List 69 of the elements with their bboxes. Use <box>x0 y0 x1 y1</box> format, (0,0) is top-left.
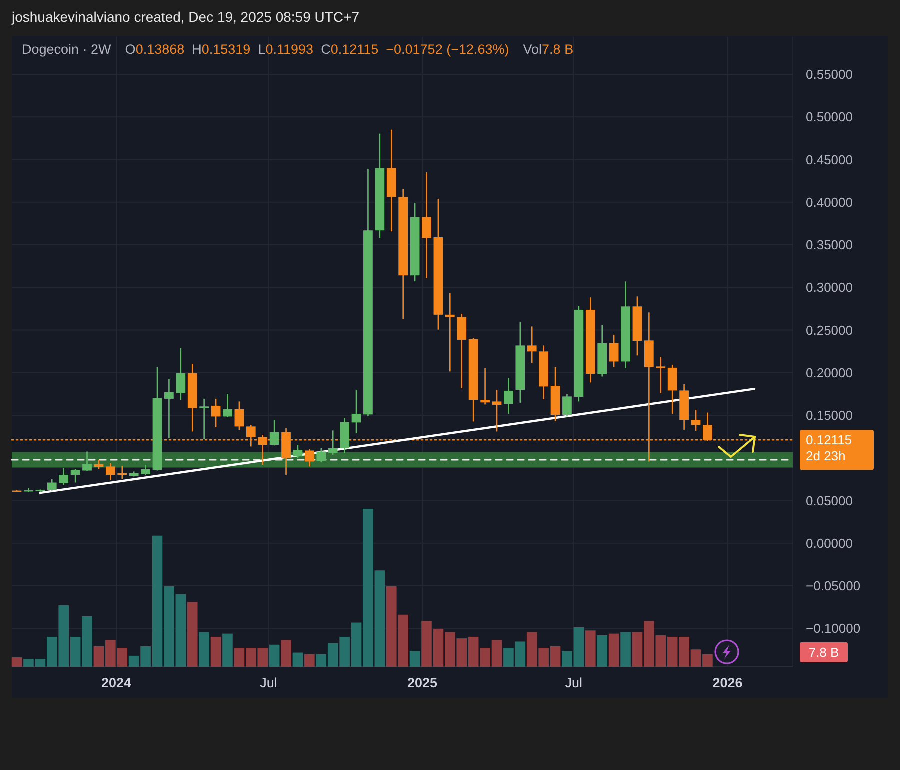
candlestick <box>480 368 490 406</box>
bar <box>410 651 420 667</box>
x-tick-label: Jul <box>565 676 583 690</box>
bar <box>269 644 280 667</box>
x-tick-label: Jul <box>260 676 278 690</box>
text: O0.13868 H0.15319 L0.11993 C0.12115 −0.01752 (−12.63%) <box>125 42 510 56</box>
candlestick <box>656 356 666 394</box>
bar <box>222 634 233 667</box>
candlestick <box>352 389 362 434</box>
candlestick <box>270 419 280 446</box>
bar <box>620 632 631 667</box>
candlestick <box>422 172 432 279</box>
candlestick <box>59 468 69 486</box>
candlestick <box>691 409 701 432</box>
bar <box>597 635 608 667</box>
x-tick-label: 2026 <box>712 676 744 690</box>
x-tick-label: 2025 <box>408 676 438 690</box>
x-tick-label: 2024 <box>102 676 132 690</box>
candlestick <box>316 448 326 464</box>
y-tick-label: 0.50000 <box>806 110 853 125</box>
y-tick-label: 0.55000 <box>806 67 853 82</box>
candlestick <box>234 401 244 431</box>
candlestick <box>94 459 104 470</box>
text: joshuakevinalviano created, Dec 19, 2025 08:59 UTC+7 <box>11 9 360 25</box>
bar <box>12 658 22 667</box>
chart-title: Vol7.8 B <box>523 42 574 56</box>
candlestick <box>176 348 186 401</box>
bar <box>292 652 304 667</box>
candlestick <box>562 394 572 418</box>
candlestick <box>293 444 303 459</box>
bar <box>304 654 315 667</box>
candlestick <box>200 398 210 440</box>
bar <box>187 602 198 667</box>
y-tick-label: 0.05000 <box>806 493 853 508</box>
bar <box>210 636 222 667</box>
y-tick-label: −0.10000 <box>806 621 861 636</box>
candlestick <box>164 378 174 440</box>
y-tick-label: 0.15000 <box>806 408 853 424</box>
candlestick <box>106 462 116 481</box>
candlestick <box>82 451 92 472</box>
candlestick <box>70 468 80 484</box>
y-tick-label: −0.05000 <box>806 578 861 594</box>
candlestick <box>527 326 537 364</box>
bar <box>608 634 620 667</box>
bar <box>199 632 210 667</box>
candlestick <box>211 398 221 428</box>
y-tick-label: 0.00000 <box>806 536 853 551</box>
candlestick <box>492 389 502 432</box>
chart-title: Dogecoin · 2W <box>22 42 112 56</box>
y-tick-label: 0.25000 <box>806 322 853 338</box>
candlestick <box>47 478 57 492</box>
candlestick <box>141 464 150 476</box>
y-tick-label: 0.35000 <box>806 238 853 253</box>
bar <box>281 640 292 667</box>
y-tick-label: 0.20000 <box>806 365 853 380</box>
candlestick <box>668 364 678 415</box>
y-tick-label: 0.45000 <box>806 152 853 168</box>
bar <box>585 630 596 667</box>
candlestick <box>305 448 314 468</box>
y-tick-label: 0.40000 <box>806 194 853 210</box>
text: 7.8 B <box>808 644 840 660</box>
candlestick <box>223 393 232 418</box>
y-tick-label: 0.30000 <box>806 280 853 296</box>
ref-line-label: 0.12115 2d 23h <box>806 432 852 464</box>
candlestick <box>328 430 338 456</box>
candlestick <box>504 378 514 415</box>
candlestick <box>445 292 455 372</box>
candlestick <box>609 334 619 368</box>
candlestick <box>457 313 467 389</box>
